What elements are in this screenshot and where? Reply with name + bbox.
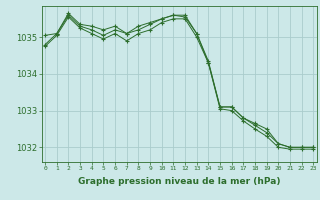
X-axis label: Graphe pression niveau de la mer (hPa): Graphe pression niveau de la mer (hPa) bbox=[78, 177, 280, 186]
